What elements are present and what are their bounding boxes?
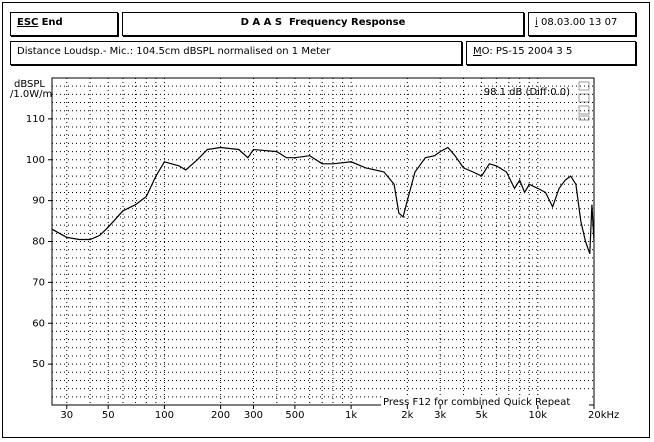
side-icons	[578, 81, 590, 121]
x-tick-label: 10k	[529, 410, 548, 421]
note-bg	[381, 396, 589, 408]
esc-label: End	[41, 17, 63, 28]
footer-note: Press F12 for combined Quick Repeat	[383, 397, 570, 408]
y-tick-label: 80	[32, 237, 45, 248]
date-box: i 08.03.00 13 07	[528, 12, 636, 36]
info-text: Distance Loudsp.- Mic.: 104.5cm dBSPL no…	[17, 46, 331, 57]
model: MO: PS-15 2004 3 5	[473, 46, 573, 57]
x-tick-label: 50	[102, 410, 115, 421]
title: D A A S Frequency Response	[240, 17, 406, 28]
y-tick-label: 100	[26, 155, 45, 166]
esc-box[interactable]: ESC End	[10, 12, 118, 36]
y-tick-label: 110	[26, 114, 45, 125]
response-curve	[51, 146, 595, 254]
y-tick-label: 50	[32, 359, 45, 370]
x-tick-label: 2k	[401, 410, 413, 421]
title-box: D A A S Frequency Response	[122, 12, 524, 36]
x-tick-label: 20kHz	[588, 410, 619, 421]
x-tick-label: 300	[244, 410, 263, 421]
x-tick-label: 100	[155, 410, 174, 421]
esc-key: ESC	[17, 17, 39, 28]
info-box: Distance Loudsp.- Mic.: 104.5cm dBSPL no…	[10, 41, 462, 65]
y-tick-label: 60	[32, 318, 45, 329]
x-tick-label: 5k	[476, 410, 488, 421]
model-box: MO: PS-15 2004 3 5	[466, 41, 636, 65]
x-tick-label: 1k	[345, 410, 357, 421]
date: 08.03.00 13 07	[540, 17, 618, 28]
date-key: i	[535, 17, 538, 28]
y-axis-label: dBSPL	[14, 79, 45, 90]
x-tick-label: 500	[285, 410, 304, 421]
x-tick-label: 200	[211, 410, 230, 421]
annotation: 98.1 dB (Diff:0.0)	[484, 87, 570, 98]
x-tick-label: 30	[60, 410, 73, 421]
y-tick-label: 90	[32, 196, 45, 207]
x-tick-label: 3k	[434, 410, 446, 421]
y-tick-label: 70	[32, 277, 45, 288]
window-frame	[2, 2, 650, 438]
y-axis-unit: /1.0W/m	[10, 89, 52, 100]
